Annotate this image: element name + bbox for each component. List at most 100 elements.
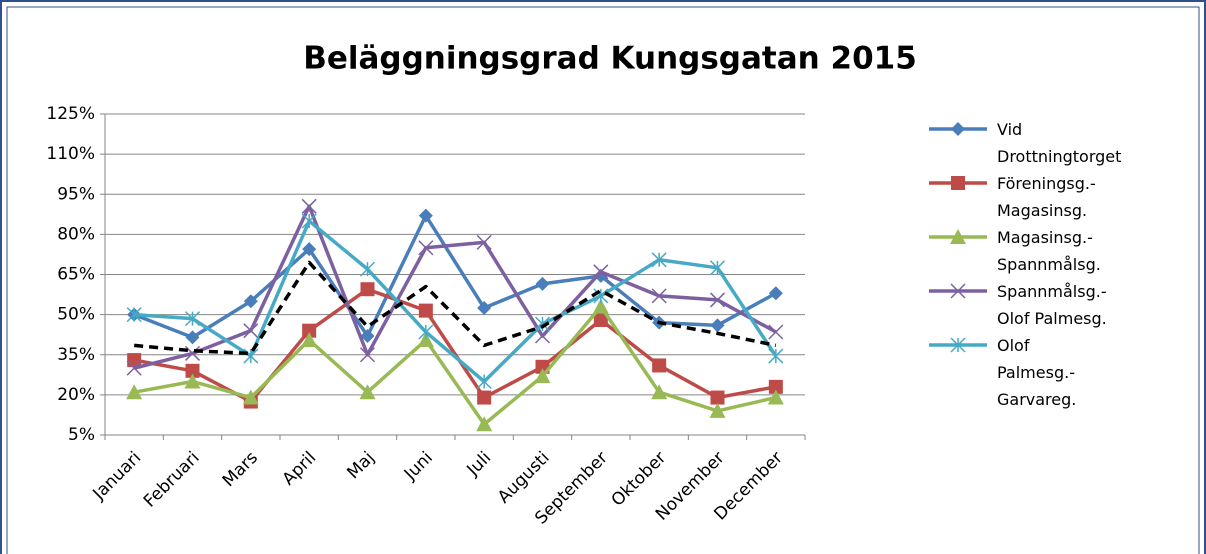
marker <box>768 286 783 301</box>
marker <box>709 260 726 276</box>
x-tick-label: Februari <box>140 448 204 512</box>
legend-entry: Vid Drottningtorget <box>925 116 1121 170</box>
marker <box>359 261 376 277</box>
marker <box>535 276 550 291</box>
marker <box>242 389 259 405</box>
marker <box>534 328 551 344</box>
y-tick-label: 5% <box>68 425 95 445</box>
y-tick-label: 50% <box>57 305 95 325</box>
marker <box>592 298 609 314</box>
marker <box>184 311 201 327</box>
legend-key <box>929 283 987 299</box>
marker <box>950 337 966 353</box>
legend-label: Magasinsg.-Spannmålsg. <box>997 228 1101 274</box>
legend-key <box>929 337 987 353</box>
legend-entry: Spannmålsg.-Olof Palmesg. <box>925 278 1110 332</box>
legend-key <box>929 122 987 136</box>
marker <box>950 229 966 244</box>
marker <box>184 373 201 389</box>
marker <box>710 390 725 405</box>
series <box>126 198 784 376</box>
y-tick-label: 95% <box>57 184 95 204</box>
marker <box>951 176 965 190</box>
marker <box>709 292 726 308</box>
x-tick-label: Juni <box>400 448 437 485</box>
marker <box>593 288 609 304</box>
series <box>127 208 783 345</box>
marker <box>768 324 784 340</box>
marker <box>127 353 142 368</box>
legend-key <box>929 176 987 190</box>
y-tick-label: 35% <box>57 345 95 365</box>
marker <box>185 363 200 378</box>
marker <box>301 198 317 214</box>
series <box>126 298 784 432</box>
marker <box>652 358 667 373</box>
y-tick-label: 110% <box>46 144 95 164</box>
marker <box>651 288 667 304</box>
series <box>126 213 784 390</box>
marker <box>593 312 608 327</box>
legend-key <box>929 229 987 244</box>
series-line <box>133 204 777 370</box>
marker <box>768 348 784 364</box>
marker <box>768 379 783 394</box>
marker <box>360 282 375 297</box>
x-tick-label: Augusti <box>494 448 554 508</box>
marker <box>709 402 726 418</box>
marker <box>126 384 143 400</box>
marker <box>951 122 965 136</box>
marker <box>126 360 142 376</box>
marker <box>126 307 142 323</box>
y-tick-label: 20% <box>57 385 95 405</box>
legend-label: Olof Palmesg.-Garvareg. <box>997 336 1077 409</box>
marker <box>302 323 317 338</box>
marker <box>418 240 434 256</box>
legend-entry: Föreningsg.-Magasinsg. <box>925 170 1110 224</box>
marker <box>301 332 318 348</box>
marker <box>534 316 551 332</box>
marker <box>477 300 492 315</box>
marker <box>243 348 259 364</box>
marker <box>476 234 492 250</box>
marker <box>301 213 317 229</box>
marker <box>243 294 258 309</box>
marker <box>418 324 434 340</box>
legend-entry: Magasinsg.-Spannmålsg. <box>925 224 1110 278</box>
chart-title: Beläggningsgrad Kungsgatan 2015 <box>303 41 917 77</box>
marker <box>302 242 317 257</box>
x-tick-label: Mars <box>219 448 262 491</box>
series-line <box>134 260 777 356</box>
marker <box>651 252 667 268</box>
marker <box>476 373 492 390</box>
marker <box>593 264 609 280</box>
marker <box>950 283 966 299</box>
marker <box>710 318 725 333</box>
x-tick-label: Juli <box>463 448 496 481</box>
legend-label: Spannmålsg.-Olof Palmesg. <box>997 282 1107 328</box>
marker <box>418 303 433 318</box>
y-tick-label: 125% <box>46 104 95 124</box>
inner-frame <box>6 6 1200 554</box>
marker <box>417 332 434 348</box>
marker <box>651 384 668 400</box>
series-line <box>133 304 777 427</box>
legend-label: Föreningsg.-Magasinsg. <box>997 174 1096 220</box>
y-tick-label: 65% <box>57 265 95 285</box>
series-line <box>133 213 777 340</box>
legend: Vid Drottningtorget Föreningsg.-Magasinsg… <box>925 116 1121 413</box>
x-tick-label: Januari <box>89 448 146 505</box>
y-tick-label: 80% <box>57 224 95 244</box>
marker <box>360 329 375 344</box>
marker <box>477 390 492 405</box>
marker <box>476 416 493 432</box>
marker <box>418 208 433 223</box>
marker <box>359 384 376 400</box>
legend-label: Vid Drottningtorget <box>997 120 1122 166</box>
marker <box>185 330 200 345</box>
x-tick-label: April <box>279 448 321 490</box>
marker <box>359 347 376 363</box>
